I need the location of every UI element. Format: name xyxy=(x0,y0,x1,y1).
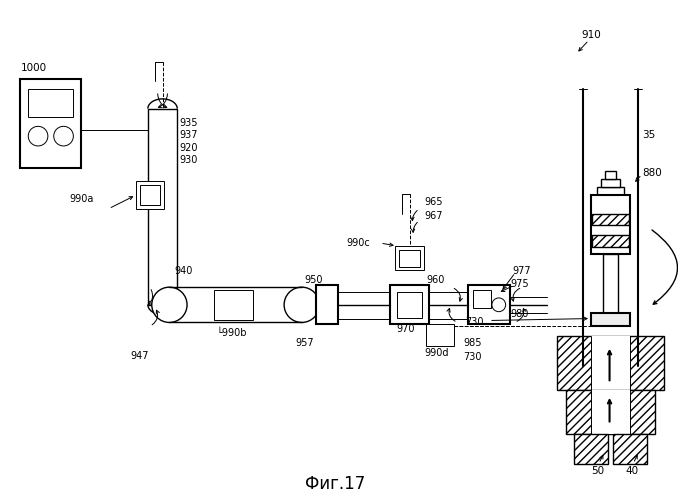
Circle shape xyxy=(492,298,506,312)
Text: 980: 980 xyxy=(511,308,529,318)
Circle shape xyxy=(152,287,187,322)
Bar xyxy=(592,214,629,226)
Bar xyxy=(614,434,647,464)
Bar xyxy=(601,180,620,187)
Text: 965: 965 xyxy=(424,197,443,207)
Text: 935: 935 xyxy=(179,118,198,128)
Bar xyxy=(395,246,424,270)
Text: └990b: └990b xyxy=(216,328,247,338)
Text: 937: 937 xyxy=(179,130,198,140)
Bar xyxy=(597,187,624,195)
Circle shape xyxy=(284,287,319,322)
Text: 950: 950 xyxy=(304,276,323,285)
Text: 940: 940 xyxy=(174,266,193,276)
Bar xyxy=(148,108,177,305)
Bar xyxy=(591,195,630,254)
Text: 35: 35 xyxy=(642,130,655,140)
Bar xyxy=(591,390,630,434)
Bar xyxy=(566,390,655,434)
Text: 730: 730 xyxy=(464,352,482,362)
Text: 975: 975 xyxy=(511,280,529,289)
Circle shape xyxy=(28,126,48,146)
Bar xyxy=(20,80,81,168)
Text: 970: 970 xyxy=(396,324,414,334)
Bar xyxy=(592,235,629,247)
Bar xyxy=(397,292,422,318)
Text: 990d: 990d xyxy=(424,348,449,358)
Bar xyxy=(28,89,73,117)
Bar xyxy=(140,185,159,205)
Text: Фиг.17: Фиг.17 xyxy=(305,476,365,494)
Bar xyxy=(591,336,630,390)
Bar xyxy=(136,181,163,208)
Bar xyxy=(591,312,630,326)
Text: 957: 957 xyxy=(295,338,313,348)
Bar xyxy=(468,285,510,325)
Text: 967: 967 xyxy=(424,210,443,220)
Bar xyxy=(605,172,616,179)
Text: 880: 880 xyxy=(642,168,662,177)
Text: 50: 50 xyxy=(591,466,604,475)
Bar xyxy=(399,250,420,266)
Text: 920: 920 xyxy=(179,143,198,153)
Text: 40: 40 xyxy=(625,466,639,475)
Text: 947: 947 xyxy=(130,351,148,361)
Text: 960: 960 xyxy=(426,276,445,285)
Bar xyxy=(214,290,253,320)
Text: 985: 985 xyxy=(464,338,482,348)
Bar xyxy=(473,290,491,308)
Text: 990c: 990c xyxy=(346,238,370,248)
Bar xyxy=(317,285,338,325)
Text: 977: 977 xyxy=(513,266,531,276)
Text: 910: 910 xyxy=(581,30,601,40)
Text: 730: 730 xyxy=(466,316,484,326)
Bar xyxy=(426,324,454,346)
Text: 1000: 1000 xyxy=(20,64,47,74)
Text: 930: 930 xyxy=(179,155,197,165)
Bar xyxy=(574,434,607,464)
Bar xyxy=(390,285,429,325)
Text: 990a: 990a xyxy=(69,194,94,204)
Bar xyxy=(603,254,618,312)
Bar xyxy=(557,336,664,390)
Circle shape xyxy=(54,126,73,146)
